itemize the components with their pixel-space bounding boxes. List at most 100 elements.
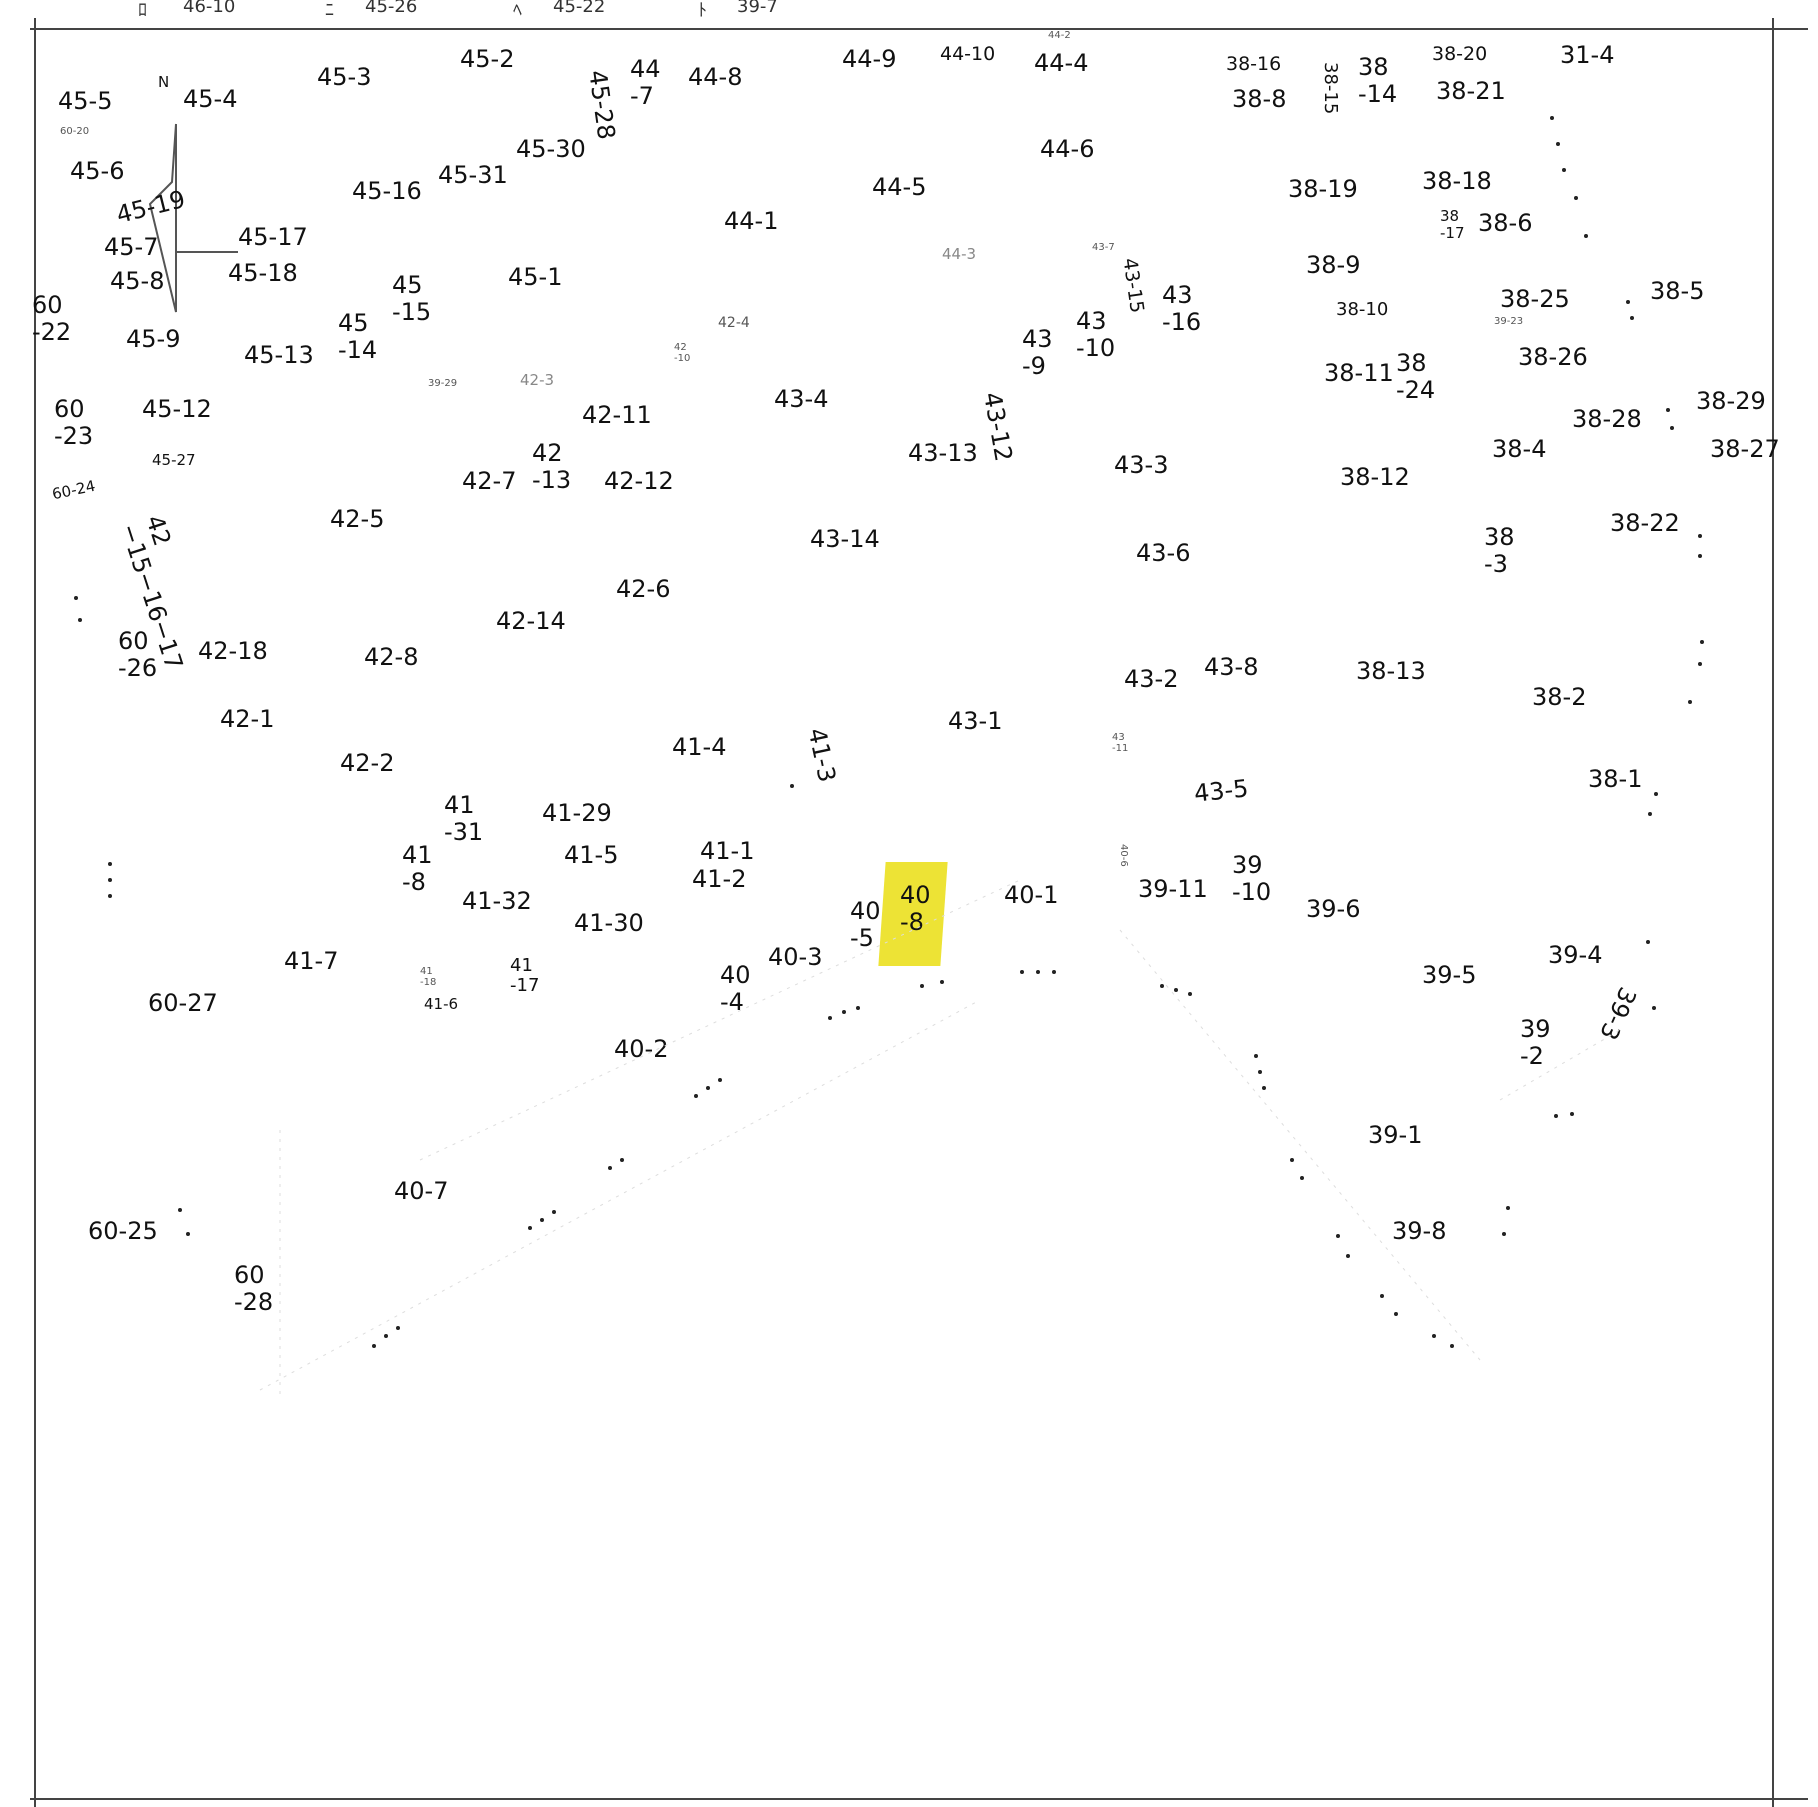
parcel-38-16: 38-16 — [1226, 53, 1282, 75]
header-mark-4: ﾄ — [698, 0, 707, 21]
boundary-dot — [1450, 1344, 1454, 1348]
parcel-43-8: 43-8 — [1204, 653, 1259, 681]
boundary-dot — [1394, 1312, 1398, 1316]
boundary-dot — [1554, 1114, 1558, 1118]
north-arrow-icon — [148, 123, 238, 313]
parcel-42-18: 42-18 — [198, 637, 268, 665]
boundary-dot — [1556, 142, 1560, 146]
parcel-39-2: 39 -2 — [1520, 1015, 1551, 1070]
parcel-39-5: 39-5 — [1422, 961, 1477, 989]
boundary-dot — [1666, 408, 1670, 412]
parcel-42-7: 42-7 — [462, 467, 517, 495]
parcel-60-28: 60 -28 — [234, 1261, 274, 1316]
parcel-44-7: 44 -7 — [630, 55, 661, 110]
boundary-dot — [1052, 970, 1056, 974]
parcel-43-11: 43 -11 — [1112, 732, 1129, 755]
boundary-dot — [828, 1016, 832, 1020]
boundary-dot — [1432, 1334, 1436, 1338]
boundary-dot — [1688, 700, 1692, 704]
parcel-38-15: 38-15 — [1320, 62, 1342, 115]
north-label: N — [158, 73, 170, 91]
parcel-41-32: 41-32 — [462, 887, 532, 915]
parcel-43-1: 43-1 — [948, 707, 1003, 735]
boundary-dot — [108, 894, 112, 898]
parcel-60-22: 60 -22 — [32, 291, 72, 346]
parcel-39-6: 39-6 — [1306, 895, 1361, 923]
boundary-dot — [1502, 1232, 1506, 1236]
parcel-60-26: 60 -26 — [118, 627, 158, 682]
parcel-41-5: 41-5 — [564, 841, 619, 869]
boundary-dot — [1258, 1070, 1262, 1074]
boundary-dot — [186, 1232, 190, 1236]
parcel-40-7: 40-7 — [394, 1177, 449, 1205]
parcel-39-8: 39-8 — [1392, 1217, 1447, 1245]
parcel-45-7: 45-7 — [104, 233, 159, 261]
parcel-45-2: 45-2 — [460, 45, 515, 73]
parcel-44-8: 44-8 — [688, 63, 743, 91]
parcel-45-15: 45 -15 — [392, 271, 432, 326]
parcel-45-8: 45-8 — [110, 267, 165, 295]
parcel-41-2: 41-2 — [692, 865, 747, 893]
boundary-dot — [1262, 1086, 1266, 1090]
boundary-dot — [790, 784, 794, 788]
parcel-42-6: 42-6 — [616, 575, 671, 603]
parcel-42-4: 42-4 — [718, 315, 750, 331]
boundary-dot — [920, 984, 924, 988]
parcel-45-1: 45-1 — [508, 263, 563, 291]
parcel-38-18: 38-18 — [1422, 167, 1492, 195]
parcel-44-5: 44-5 — [872, 173, 927, 201]
boundary-dot — [1254, 1054, 1258, 1058]
header-ref-2: 45-26 — [365, 0, 418, 17]
boundary-dot — [706, 1086, 710, 1090]
boundary-dot — [856, 1006, 860, 1010]
parcel-38-5: 38-5 — [1650, 277, 1705, 305]
parcel-39-11: 39-11 — [1138, 875, 1208, 903]
boundary-dot — [384, 1334, 388, 1338]
boundary-dot — [540, 1218, 544, 1222]
boundary-dot — [1652, 1006, 1656, 1010]
parcel-39-10: 39 -10 — [1232, 851, 1272, 906]
boundary-dot — [1570, 1112, 1574, 1116]
parcel-38-27: 38-27 — [1710, 435, 1780, 463]
parcel-40-6: 40-6 — [1118, 844, 1130, 867]
parcel-38-25: 38-25 — [1500, 285, 1570, 313]
parcel-38-24: 38 -24 — [1396, 349, 1436, 404]
parcel-45-4: 45-4 — [183, 85, 238, 113]
parcel-38-20: 38-20 — [1432, 43, 1488, 65]
parcel-44-4: 44-4 — [1034, 49, 1089, 77]
parcel-42-8: 42-8 — [364, 643, 419, 671]
boundary-dot — [1300, 1176, 1304, 1180]
parcel-44-10: 44-10 — [940, 43, 996, 65]
boundary-dot — [1626, 300, 1630, 304]
parcel-38-29: 38-29 — [1696, 387, 1766, 415]
parcel-45-13: 45-13 — [244, 341, 314, 369]
parcel-38-4: 38-4 — [1492, 435, 1547, 463]
parcel-44-9: 44-9 — [842, 45, 897, 73]
boundary-dot — [608, 1166, 612, 1170]
parcel-44-2: 44-2 — [1048, 30, 1071, 41]
parcel-38-14: 38 -14 — [1358, 53, 1398, 108]
boundary-dot — [1630, 316, 1634, 320]
boundary-dot — [1648, 812, 1652, 816]
parcel-41-17: 41 -17 — [510, 955, 540, 997]
parcel-43-16: 43 -16 — [1162, 281, 1202, 336]
parcel-60-25: 60-25 — [88, 1217, 158, 1245]
parcel-38-12: 38-12 — [1340, 463, 1410, 491]
boundary-dot — [1698, 534, 1702, 538]
boundary-dot — [1646, 940, 1650, 944]
parcel-40-1: 40-1 — [1004, 881, 1059, 909]
parcel-60-23: 60 -23 — [54, 395, 94, 450]
parcel-31-4: 31-4 — [1560, 41, 1615, 69]
boundary-dot — [940, 980, 944, 984]
parcel-42-2: 42-2 — [340, 749, 395, 777]
parcel-38-21: 38-21 — [1436, 77, 1506, 105]
parcel-43-7: 43-7 — [1092, 242, 1115, 253]
parcel-41-8: 41 -8 — [402, 841, 433, 896]
parcel-45-3: 45-3 — [317, 63, 372, 91]
parcel-41-31: 41 -31 — [444, 791, 484, 846]
boundary-dot — [1290, 1158, 1294, 1162]
parcel-40-8: 40 -8 — [900, 881, 931, 936]
boundary-dot — [1698, 554, 1702, 558]
